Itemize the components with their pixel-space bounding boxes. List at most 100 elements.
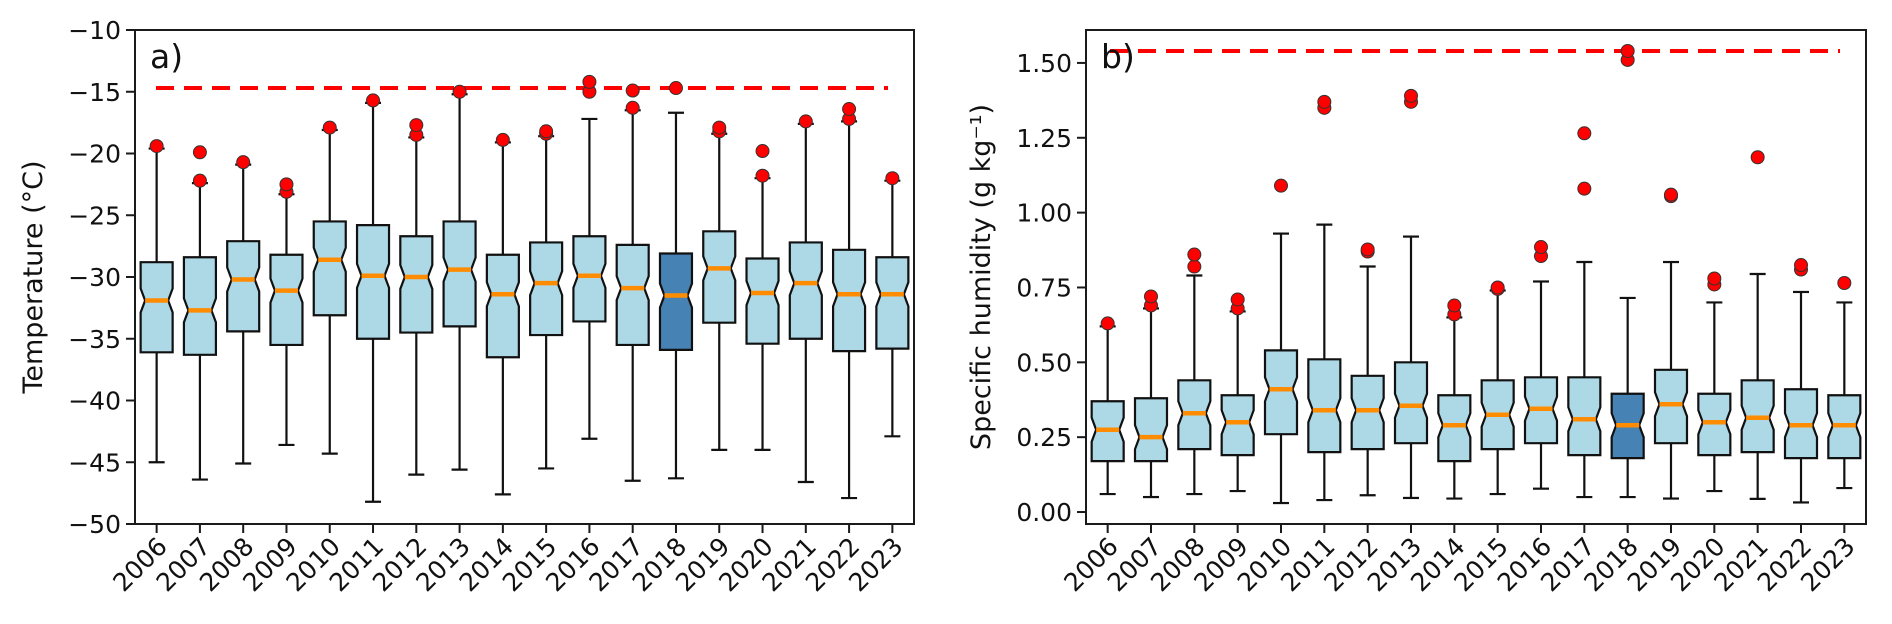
- box-2017: [615, 83, 650, 482]
- box-2006: [1090, 316, 1125, 496]
- y-tick-label: 0.50: [1016, 348, 1072, 377]
- box-2019: [702, 120, 737, 451]
- box-body: [572, 235, 607, 323]
- box-2012: [1350, 242, 1385, 497]
- panel-a-temperature: −50−45−40−35−30−25−20−15−102006200720082…: [18, 16, 915, 597]
- box-2013: [442, 84, 477, 471]
- box-2008: [1177, 247, 1212, 496]
- box-body: [529, 241, 564, 337]
- panel-label: a): [150, 37, 183, 76]
- box-body: [182, 256, 218, 356]
- outlier-point: [582, 74, 597, 89]
- box-2009: [269, 177, 304, 447]
- box-2023: [875, 171, 910, 438]
- box-body: [485, 253, 520, 359]
- box-2023: [1827, 275, 1862, 490]
- outlier-point: [755, 168, 770, 183]
- box-2014: [485, 132, 520, 496]
- outlier-point: [885, 171, 900, 186]
- box-body: [702, 230, 737, 324]
- box-2013: [1393, 88, 1429, 500]
- box-2022: [831, 102, 867, 500]
- box-body: [1307, 358, 1342, 454]
- outlier-point: [192, 173, 207, 188]
- box-2016: [572, 74, 607, 440]
- y-axis-title: Temperature (°C): [18, 160, 49, 394]
- outlier-point: [1577, 181, 1592, 196]
- y-tick-label: 1.50: [1016, 49, 1072, 78]
- plot-area-frame: [134, 29, 915, 525]
- box-2019: [1653, 187, 1689, 500]
- outlier-point: [192, 145, 207, 160]
- outlier-point: [1230, 292, 1245, 307]
- y-tick-label: −15: [68, 78, 121, 107]
- outlier-point: [1144, 289, 1158, 304]
- outlier-point: [1187, 259, 1202, 274]
- box-2017: [1567, 126, 1602, 499]
- box-body: [226, 240, 261, 333]
- y-tick-label: 1.25: [1016, 124, 1072, 153]
- highlighted-box: [658, 252, 694, 351]
- panel-b-specific-humidity: 0.000.250.500.751.001.251.50200620072008…: [966, 29, 1867, 597]
- box-2010: [1263, 178, 1299, 505]
- outlier-point: [1794, 258, 1808, 273]
- box-body: [615, 243, 650, 347]
- y-tick-label: −25: [68, 201, 121, 230]
- box-body: [1567, 376, 1602, 457]
- box-2016: [1523, 240, 1559, 490]
- box-body: [312, 220, 347, 317]
- outlier-point: [1274, 178, 1288, 193]
- y-tick-label: −35: [68, 325, 121, 354]
- box-body: [399, 235, 434, 334]
- y-tick-label: −10: [68, 16, 121, 45]
- box-body: [745, 257, 780, 345]
- outlier-point: [712, 120, 727, 135]
- box-body: [1263, 349, 1299, 436]
- box-2022: [1783, 258, 1819, 504]
- outlier-point: [366, 93, 381, 108]
- box-2018: [1610, 43, 1645, 499]
- box-2011: [1307, 94, 1342, 502]
- box-body: [1133, 397, 1169, 463]
- box-2021: [788, 114, 823, 484]
- box-2007: [1133, 289, 1169, 499]
- plot-area-frame: [1085, 29, 1867, 525]
- box-body: [355, 224, 391, 340]
- outlier-point: [1534, 240, 1548, 255]
- y-tick-label: −50: [68, 510, 121, 539]
- y-tick-label: 1.00: [1016, 199, 1072, 228]
- box-body: [269, 253, 304, 347]
- box-body: [139, 261, 174, 354]
- box-2015: [529, 124, 564, 470]
- outlier-point: [1750, 150, 1765, 165]
- outlier-point: [1187, 247, 1202, 262]
- outlier-point: [279, 177, 294, 192]
- box-2012: [399, 118, 434, 476]
- outlier-point: [409, 118, 424, 133]
- box-body: [1437, 394, 1472, 463]
- box-2006: [139, 139, 174, 464]
- box-2015: [1480, 280, 1515, 496]
- box-2007: [182, 145, 218, 481]
- box-2014: [1437, 298, 1472, 500]
- outlier-point: [798, 114, 813, 129]
- outlier-point: [452, 84, 467, 99]
- outlier-point: [668, 81, 683, 96]
- outlier-point: [755, 144, 770, 159]
- box-body: [831, 248, 867, 353]
- box-body: [788, 241, 823, 340]
- outlier-point: [149, 139, 164, 154]
- outlier-point: [1317, 94, 1332, 109]
- y-axis-title: Specific humidity (g kg⁻¹): [966, 104, 997, 450]
- box-2018: [658, 81, 694, 480]
- box-2011: [355, 93, 391, 503]
- box-body: [875, 256, 910, 350]
- outlier-point: [322, 120, 337, 135]
- y-tick-label: 0.75: [1016, 273, 1072, 302]
- outlier-point: [539, 124, 554, 139]
- outlier-point: [1100, 316, 1115, 331]
- box-body: [442, 220, 477, 328]
- outlier-point: [625, 83, 640, 98]
- outlier-point: [625, 100, 640, 115]
